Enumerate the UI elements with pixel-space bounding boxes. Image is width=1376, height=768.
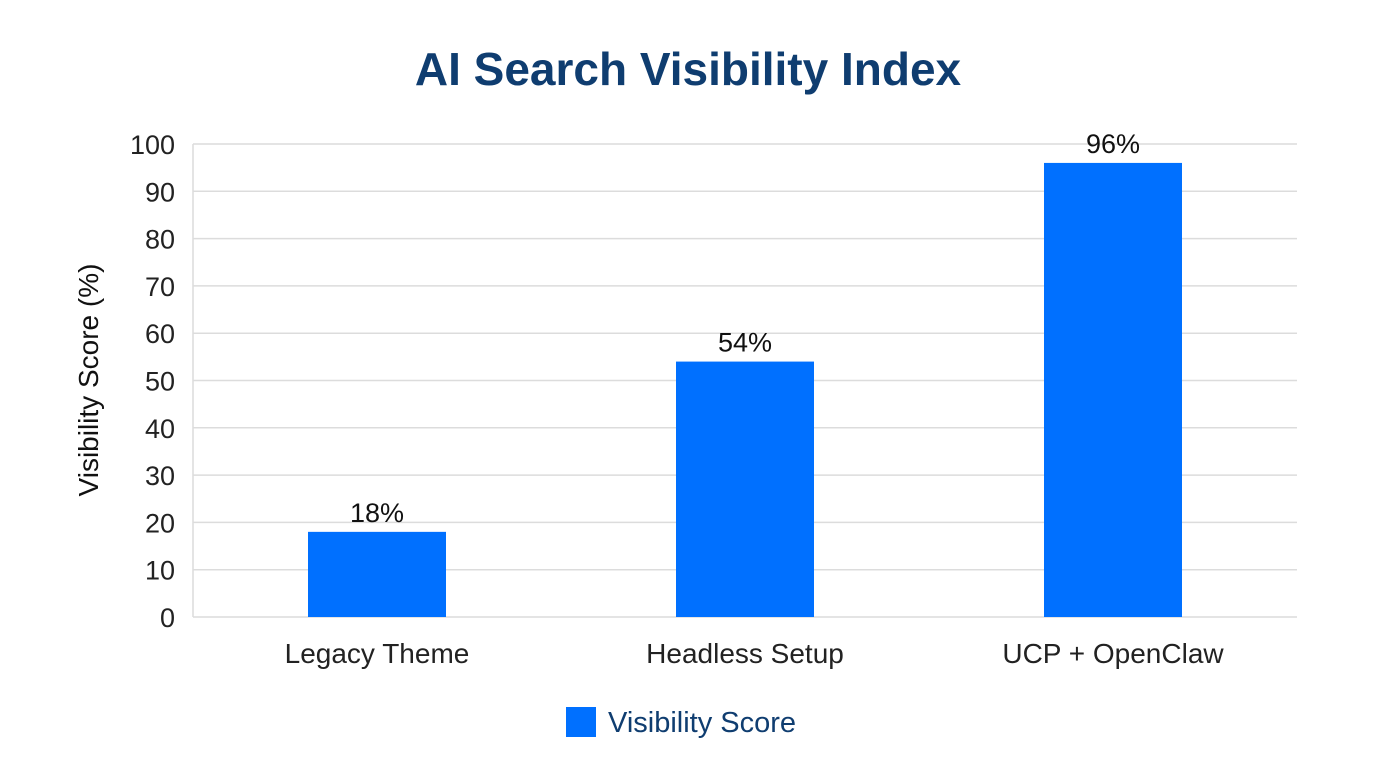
x-tick-label: Legacy Theme [285,638,470,669]
y-tick-label: 60 [145,319,175,349]
y-tick-label: 0 [160,603,175,633]
data-label: 18% [350,498,404,528]
y-tick-label: 80 [145,225,175,255]
y-tick-label: 20 [145,508,175,538]
y-tick-label: 50 [145,367,175,397]
x-tick-label: UCP + OpenClaw [1002,638,1224,669]
bar-legacy-theme [308,531,446,617]
y-tick-label: 70 [145,272,175,302]
bar-ucp-openclaw [1044,162,1182,618]
legend-label: Visibility Score [608,707,796,739]
data-label: 96% [1086,129,1140,159]
y-tick-label: 30 [145,461,175,491]
y-tick-label: 100 [130,130,175,160]
y-tick-label: 90 [145,177,175,207]
y-tick-label: 40 [145,414,175,444]
x-tick-label: Headless Setup [646,638,844,669]
bar-headless-setup [676,361,814,617]
chart-title: AI Search Visibility Index [414,43,962,95]
data-label: 54% [718,328,772,358]
y-tick-label: 10 [145,556,175,586]
legend-swatch [566,707,596,737]
y-axis-label: Visibility Score (%) [73,264,104,497]
